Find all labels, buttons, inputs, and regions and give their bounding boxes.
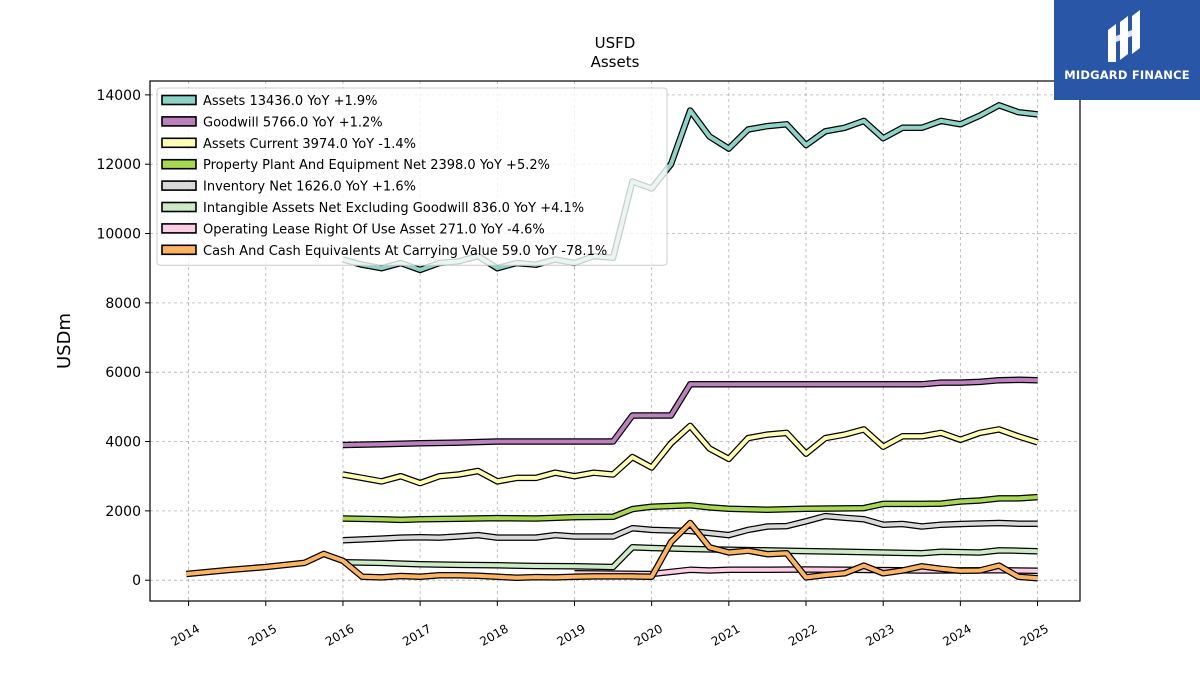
y-tick-label: 0 bbox=[132, 573, 141, 589]
y-tick-label: 8000 bbox=[105, 296, 141, 312]
series-line bbox=[342, 423, 1039, 486]
legend: Assets 13436.0 YoY +1.9% Goodwill 5766.0 … bbox=[156, 87, 668, 266]
x-tick-label: 2016 bbox=[323, 621, 356, 648]
brand-name: MIDGARD FINANCE bbox=[1064, 68, 1190, 82]
legend-item: Cash And Cash Equivalents At Carrying Va… bbox=[161, 244, 607, 259]
legend-swatch bbox=[161, 180, 197, 191]
x-tick-label: 2022 bbox=[786, 621, 819, 648]
legend-item: Assets 13436.0 YoY +1.9% bbox=[161, 94, 378, 109]
y-tick-label: 6000 bbox=[105, 365, 141, 381]
x-tick-label: 2014 bbox=[169, 621, 202, 648]
x-tick-label: 2024 bbox=[940, 621, 973, 648]
series-line bbox=[186, 521, 1038, 581]
legend-label: Goodwill 5766.0 YoY +1.2% bbox=[203, 115, 383, 130]
y-tick-label: 10000 bbox=[96, 227, 141, 243]
x-tick-label: 2018 bbox=[477, 621, 510, 648]
series-4 bbox=[342, 512, 1038, 544]
legend-swatch bbox=[161, 94, 197, 106]
legend-label: Assets 13436.0 YoY +1.9% bbox=[203, 94, 378, 109]
legend-item: Operating Lease Right Of Use Asset 271.0… bbox=[161, 222, 545, 237]
legend-label: Property Plant And Equipment Net 2398.0 … bbox=[203, 158, 550, 173]
series-line-outline bbox=[342, 493, 1038, 524]
legend-swatch bbox=[161, 158, 197, 170]
series-2 bbox=[342, 422, 1039, 487]
x-tick-label: 2023 bbox=[863, 621, 896, 648]
legend-swatch bbox=[161, 116, 197, 127]
midgard-logo-icon bbox=[1108, 10, 1140, 62]
legend-item: Assets Current 3974.0 YoY -1.4% bbox=[161, 137, 416, 152]
legend-frame bbox=[156, 87, 668, 266]
y-tick-label: 2000 bbox=[105, 504, 141, 520]
y-axis-label: USDm bbox=[54, 313, 75, 369]
series-line bbox=[342, 377, 1038, 447]
legend-item: Property Plant And Equipment Net 2398.0 … bbox=[161, 158, 550, 173]
x-tick-label: 2021 bbox=[709, 621, 742, 648]
x-tick-label: 2020 bbox=[632, 621, 665, 648]
series-3 bbox=[342, 493, 1038, 524]
legend-label: Cash And Cash Equivalents At Carrying Va… bbox=[203, 244, 607, 259]
chart-subtitle: Assets bbox=[591, 53, 640, 71]
chart-title: USFD bbox=[595, 34, 636, 52]
x-tick-label: 2015 bbox=[246, 621, 279, 648]
series-line bbox=[342, 514, 1038, 543]
series-1 bbox=[342, 376, 1038, 449]
x-tick-label: 2017 bbox=[400, 621, 433, 648]
brand-logo: MIDGARD FINANCE bbox=[1054, 0, 1200, 100]
series-7 bbox=[185, 519, 1038, 582]
legend-item: Goodwill 5766.0 YoY +1.2% bbox=[161, 115, 383, 130]
x-axis: 2014 2015 2016 2017 2018 2019 2020 2021 2022 2023… bbox=[169, 601, 1051, 649]
legend-label: Intangible Assets Net Excluding Goodwill… bbox=[203, 201, 584, 216]
legend-swatch bbox=[161, 201, 197, 213]
legend-item: Intangible Assets Net Excluding Goodwill… bbox=[161, 201, 584, 216]
y-tick-label: 14000 bbox=[96, 88, 141, 104]
legend-label: Inventory Net 1626.0 YoY +1.6% bbox=[203, 180, 416, 195]
y-axis: 0 2000 4000 6000 8000 10000 12000 14000 bbox=[96, 88, 150, 589]
legend-swatch bbox=[161, 137, 197, 149]
series-5 bbox=[342, 544, 1038, 571]
legend-swatch bbox=[161, 244, 197, 256]
series-line bbox=[342, 495, 1038, 522]
legend-label: Operating Lease Right Of Use Asset 271.0… bbox=[203, 222, 545, 237]
legend-label: Assets Current 3974.0 YoY -1.4% bbox=[203, 137, 416, 152]
legend-item: Inventory Net 1626.0 YoY +1.6% bbox=[161, 180, 416, 195]
legend-swatch bbox=[161, 223, 197, 234]
x-tick-label: 2019 bbox=[555, 621, 588, 648]
y-tick-label: 12000 bbox=[96, 157, 141, 173]
plot-area-frame bbox=[149, 80, 1081, 602]
y-tick-label: 4000 bbox=[105, 435, 141, 451]
x-tick-label: 2025 bbox=[1018, 621, 1051, 648]
